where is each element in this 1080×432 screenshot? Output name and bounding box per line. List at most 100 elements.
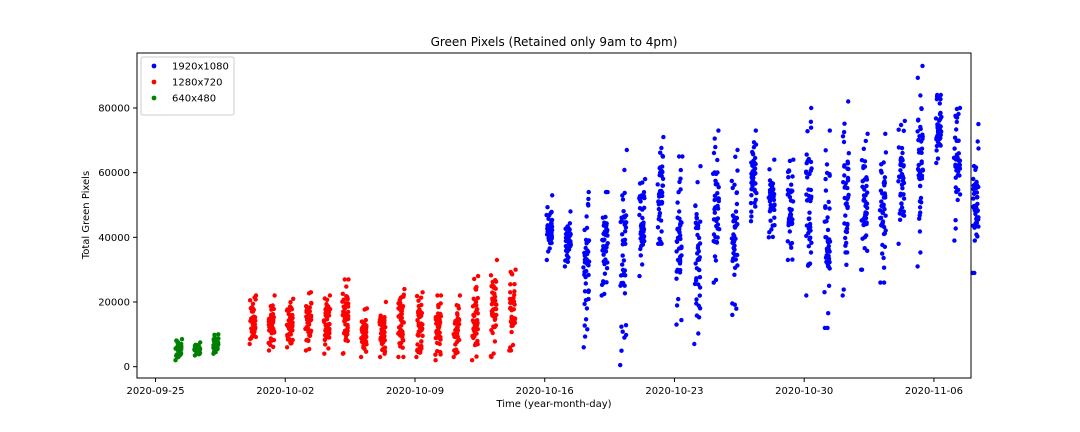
data-point: [623, 241, 628, 246]
plot-area: [173, 63, 981, 368]
data-point: [696, 267, 702, 272]
data-point: [419, 346, 424, 351]
data-point: [841, 287, 846, 292]
data-point: [787, 194, 793, 200]
data-point: [974, 220, 980, 225]
data-point: [715, 157, 720, 163]
data-point: [716, 128, 721, 133]
data-point: [879, 199, 884, 204]
data-point: [976, 224, 981, 229]
data-point: [603, 249, 609, 254]
data-point: [401, 338, 406, 343]
data-point: [307, 305, 312, 310]
data-point: [713, 144, 718, 150]
data-point: [544, 257, 549, 263]
data-point: [194, 344, 199, 349]
data-point: [659, 173, 664, 179]
data-point: [382, 338, 387, 343]
data-point: [361, 321, 367, 327]
data-point: [178, 344, 183, 349]
data-point: [805, 129, 810, 134]
data-point: [674, 303, 680, 308]
data-point: [770, 206, 776, 211]
data-point: [420, 290, 425, 295]
data-point: [272, 293, 277, 298]
data-point: [692, 341, 697, 347]
data-point: [696, 331, 701, 336]
data-point: [566, 247, 572, 252]
data-point: [749, 193, 754, 198]
data-point: [581, 345, 586, 350]
data-point: [345, 332, 350, 337]
data-point: [493, 306, 499, 312]
data-point: [383, 299, 389, 305]
data-point: [399, 311, 404, 316]
series-1280x720: [247, 257, 518, 363]
data-point: [620, 262, 625, 267]
data-point: [975, 194, 980, 200]
data-point: [508, 282, 513, 287]
data-point: [452, 321, 458, 326]
data-point: [863, 210, 868, 215]
data-point: [586, 189, 591, 195]
data-point: [883, 213, 888, 218]
data-point: [953, 226, 958, 231]
data-point: [952, 146, 957, 151]
data-point: [715, 235, 720, 240]
legend-marker: [151, 95, 157, 101]
data-point: [806, 244, 811, 249]
data-point: [735, 263, 740, 268]
data-point: [677, 270, 683, 275]
data-point: [935, 156, 941, 161]
data-point: [918, 250, 923, 255]
data-point: [808, 224, 813, 230]
data-point: [584, 225, 590, 231]
data-point: [583, 281, 588, 286]
data-point: [510, 342, 516, 348]
data-point: [954, 115, 960, 120]
data-point: [583, 317, 589, 322]
data-point: [618, 362, 623, 368]
data-point: [695, 245, 701, 251]
data-point: [433, 358, 438, 363]
data-point: [934, 160, 939, 166]
data-point: [639, 243, 644, 249]
data-point: [808, 198, 813, 204]
data-point: [896, 179, 901, 184]
data-point: [827, 128, 832, 133]
data-point: [307, 333, 313, 338]
data-point: [309, 301, 314, 306]
data-point: [420, 326, 425, 331]
data-point: [881, 224, 887, 230]
data-point: [717, 227, 722, 232]
data-point: [971, 205, 977, 211]
data-point: [976, 121, 981, 127]
data-point: [754, 190, 759, 196]
data-point: [510, 272, 515, 277]
data-point: [842, 221, 847, 226]
data-point: [956, 151, 961, 156]
data-point: [808, 228, 813, 233]
data-point: [748, 200, 754, 206]
data-point: [971, 176, 976, 182]
data-point: [401, 354, 406, 360]
data-point: [288, 329, 293, 334]
data-point: [732, 247, 737, 252]
data-point: [766, 235, 771, 240]
data-point: [823, 188, 829, 193]
data-point: [896, 241, 901, 246]
data-point: [658, 218, 664, 223]
data-point: [693, 225, 699, 231]
data-point: [918, 93, 923, 98]
data-point: [660, 154, 666, 159]
data-point: [973, 165, 979, 170]
data-point: [619, 348, 624, 353]
data-point: [549, 217, 555, 223]
data-point: [213, 339, 219, 345]
data-point: [568, 209, 573, 214]
data-point: [732, 243, 737, 248]
data-point: [972, 225, 977, 230]
data-point: [512, 289, 517, 294]
data-point: [679, 317, 684, 323]
data-point: [696, 257, 702, 262]
